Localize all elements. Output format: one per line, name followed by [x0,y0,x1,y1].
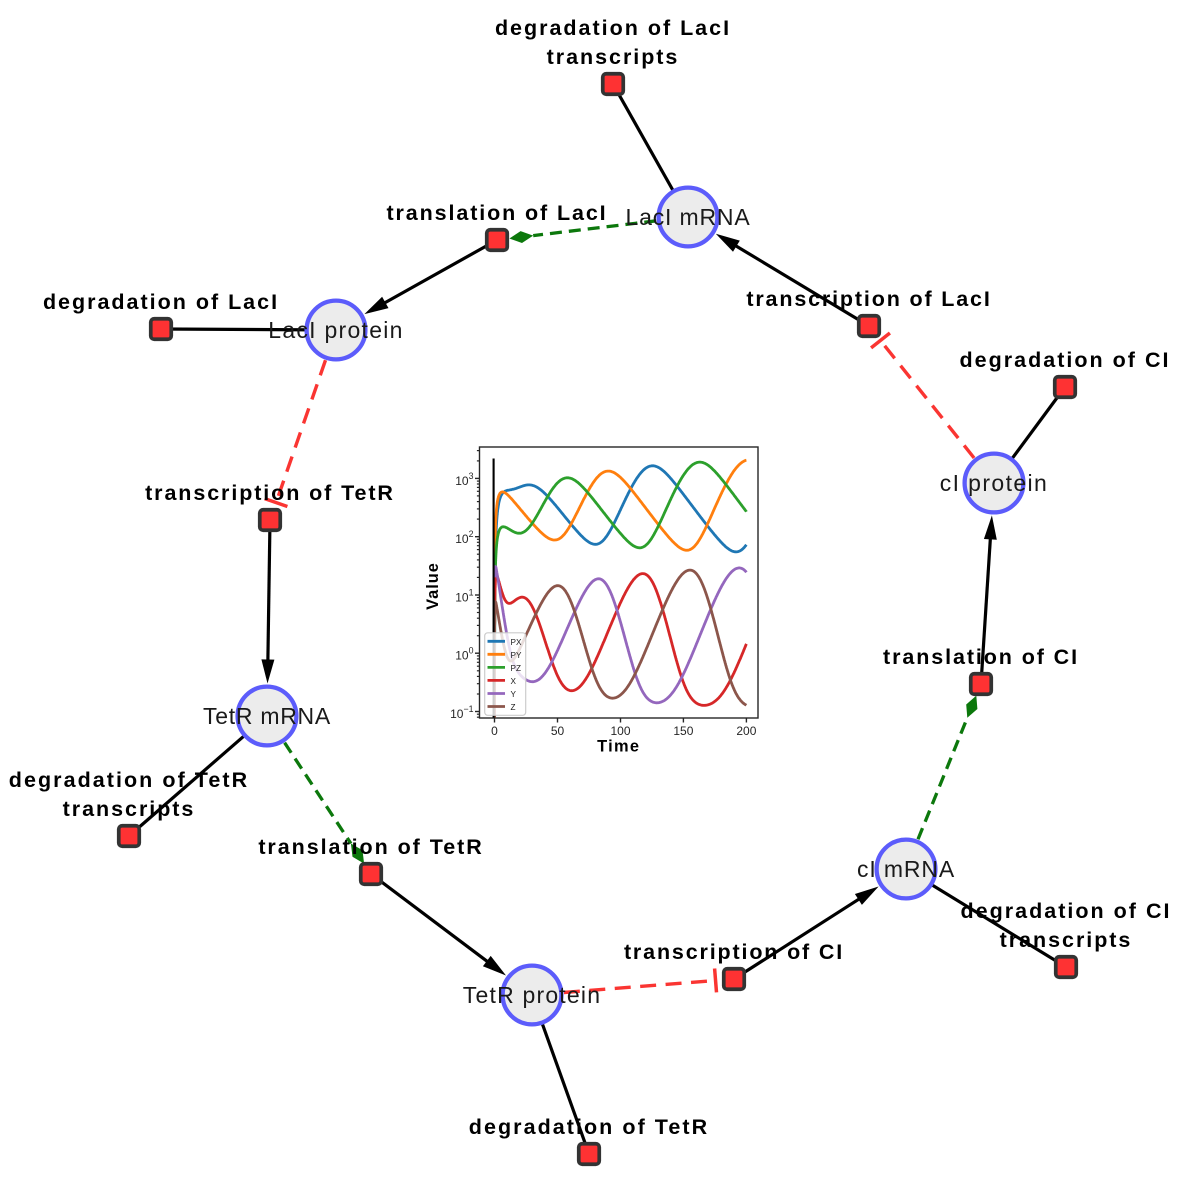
svg-text:cI mRNA: cI mRNA [857,856,955,882]
svg-text:TetR mRNA: TetR mRNA [203,703,331,729]
svg-text:150: 150 [673,724,693,738]
svg-text:PX: PX [511,638,522,647]
svg-text:transcription of LacI: transcription of LacI [746,287,991,311]
svg-text:translation of TetR: translation of TetR [258,835,483,859]
svg-text:transcripts: transcripts [63,797,196,821]
svg-text:0: 0 [491,724,498,738]
svg-text:degradation of TetR: degradation of TetR [469,1115,709,1139]
svg-text:degradation of CI: degradation of CI [960,348,1171,372]
svg-text:50: 50 [551,724,565,738]
svg-text:Time: Time [597,738,640,756]
svg-text:degradation of CI: degradation of CI [961,899,1172,923]
svg-text:transcripts: transcripts [547,45,680,69]
svg-text:PZ: PZ [511,664,521,673]
svg-text:LacI mRNA: LacI mRNA [626,204,751,230]
svg-text:degradation of TetR: degradation of TetR [9,768,249,792]
svg-text:200: 200 [736,724,756,738]
svg-text:transcription of TetR: transcription of TetR [145,481,395,505]
svg-text:LacI protein: LacI protein [268,317,403,343]
svg-text:translation of LacI: translation of LacI [386,201,607,225]
svg-text:degradation of LacI: degradation of LacI [43,290,279,314]
svg-text:PY: PY [511,651,522,660]
svg-text:Value: Value [424,562,442,610]
svg-text:TetR protein: TetR protein [463,982,601,1008]
svg-text:transcription of CI: transcription of CI [624,940,844,964]
svg-text:degradation of LacI: degradation of LacI [495,16,731,40]
svg-text:cI protein: cI protein [940,470,1049,496]
svg-text:X: X [511,677,517,686]
svg-text:translation of CI: translation of CI [883,645,1079,669]
svg-text:100: 100 [610,724,630,738]
svg-text:Z: Z [511,703,516,712]
svg-text:transcripts: transcripts [1000,928,1133,952]
svg-text:Y: Y [511,690,517,699]
